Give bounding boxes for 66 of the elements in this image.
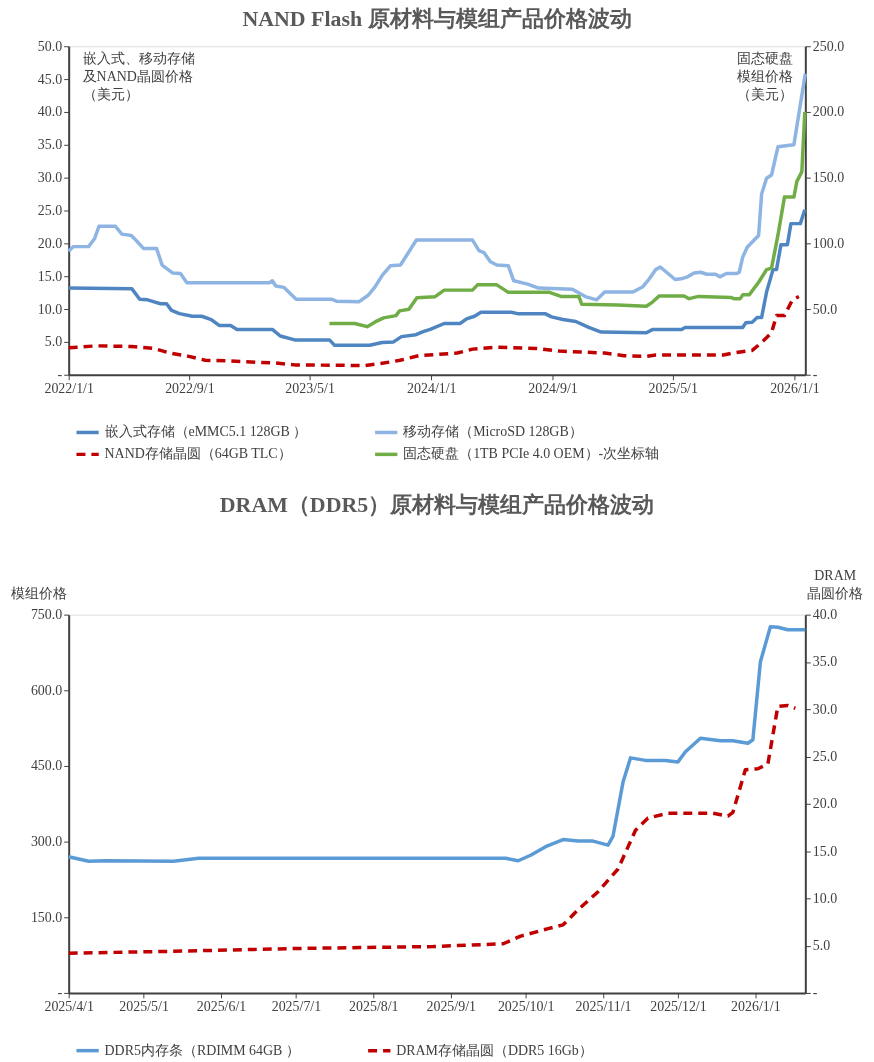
x-tick-label: 2023/5/1 <box>285 381 335 397</box>
y2-axis-title: DRAM晶圆价格 <box>807 567 864 601</box>
y2-tick-label: 250.0 <box>812 38 845 54</box>
y2-tick-label: 35.0 <box>812 654 838 670</box>
legend-label: NAND存储晶圆（64GB TLC） <box>104 446 292 462</box>
y2-tick-label: - <box>812 985 818 1001</box>
y-tick-label: 300.0 <box>30 834 63 850</box>
y2-tick-label: 150.0 <box>812 170 845 186</box>
y2-tick-label: 40.0 <box>812 607 838 623</box>
y-tick-label: 10.0 <box>37 301 63 317</box>
y-tick-label: 150.0 <box>30 909 63 925</box>
y2-tick-label: 15.0 <box>812 843 838 859</box>
x-tick-label: 2025/11/1 <box>575 999 632 1015</box>
y-tick-label: 40.0 <box>37 104 63 120</box>
y-axis-title: 嵌入式、移动存储及NAND晶圆价格（美元） <box>82 51 195 102</box>
y-tick-label: 450.0 <box>30 758 63 774</box>
y2-tick-label: 25.0 <box>812 748 838 764</box>
x-tick-label: 2024/9/1 <box>528 381 578 397</box>
x-tick-label: 2022/9/1 <box>165 381 215 397</box>
y2-axis-title: 固态硬盘模组价格（美元） <box>737 51 794 102</box>
y-tick-label: 50.0 <box>37 38 63 54</box>
y2-tick-label: 30.0 <box>812 701 838 717</box>
x-tick-label: 2025/6/1 <box>196 999 247 1015</box>
chart-title: DRAM（DDR5）原材料与模组产品价格波动 <box>219 492 655 518</box>
y-tick-label: - <box>57 367 63 383</box>
y2-tick-label: - <box>812 367 818 383</box>
x-tick-label: 2025/9/1 <box>426 999 477 1015</box>
line-series <box>327 110 807 329</box>
x-tick-label: 2025/10/1 <box>497 999 555 1015</box>
legend-label: 嵌入式存储（eMMC5.1 128GB ） <box>104 424 308 440</box>
legend-label: 固态硬盘（1TB PCIe 4.0 OEM）-次坐标轴 <box>403 446 660 462</box>
x-tick-label: 2024/1/1 <box>407 381 457 397</box>
x-tick-label: 2025/7/1 <box>271 999 322 1015</box>
line-series <box>66 625 808 864</box>
y2-tick-label: 100.0 <box>812 235 845 251</box>
x-tick-label: 2025/4/1 <box>44 999 94 1015</box>
x-tick-label: 2025/5/1 <box>648 381 698 397</box>
line-series <box>66 208 807 347</box>
y-tick-label: 5.0 <box>44 334 63 350</box>
y-tick-label: 30.0 <box>37 170 63 186</box>
y2-tick-label: 50.0 <box>812 301 838 317</box>
y-tick-label: - <box>57 985 63 1001</box>
chart-title: NAND Flash 原材料与模组产品价格波动 <box>242 6 632 32</box>
y2-tick-label: 200.0 <box>812 104 845 120</box>
y-tick-label: 600.0 <box>30 682 63 698</box>
legend-label: DDR5内存条（RDIMM 64GB ） <box>104 1042 300 1058</box>
y-tick-label: 20.0 <box>37 235 63 251</box>
legend-label: 移动存储（MicroSD 128GB） <box>403 424 583 440</box>
y-tick-label: 35.0 <box>37 137 63 153</box>
y-tick-label: 25.0 <box>37 202 63 218</box>
x-tick-label: 2022/1/1 <box>44 381 94 397</box>
x-tick-label: 2026/1/1 <box>770 381 820 397</box>
line-series <box>66 703 798 955</box>
x-tick-label: 2026/1/1 <box>731 999 781 1015</box>
y2-tick-label: 10.0 <box>812 890 838 906</box>
x-tick-label: 2025/12/1 <box>650 999 707 1015</box>
y-tick-label: 45.0 <box>37 71 63 87</box>
line-series <box>66 294 801 368</box>
y2-tick-label: 20.0 <box>812 796 838 812</box>
x-tick-label: 2025/5/1 <box>119 999 169 1015</box>
y-tick-label: 750.0 <box>30 607 63 623</box>
y-axis-title: 模组价格 <box>10 585 67 601</box>
legend-label: DRAM存储晶圆（DDR5 16Gb） <box>396 1042 593 1058</box>
y-tick-label: 15.0 <box>37 268 63 284</box>
y2-tick-label: 5.0 <box>812 938 831 954</box>
x-tick-label: 2025/8/1 <box>349 999 399 1015</box>
